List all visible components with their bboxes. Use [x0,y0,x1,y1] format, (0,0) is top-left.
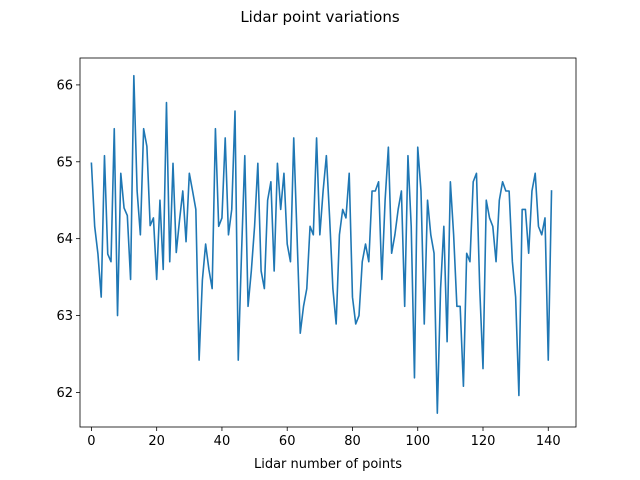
chart-title: Lidar point variations [240,8,400,26]
x-tick-label: 20 [148,434,165,449]
plot-area: 0 20 40 60 80 100 120 140 62 63 64 65 66 [56,57,577,449]
x-tick-label: 40 [214,434,231,449]
axes-frame [79,57,577,428]
y-tick-label: 64 [56,232,73,247]
y-tick-label: 66 [56,78,73,93]
series-line-0 [90,74,553,414]
x-tick-label: 0 [87,434,95,449]
x-axis-label: Lidar number of points [254,457,402,472]
x-tick-label: 120 [471,434,496,449]
x-tick-label: 80 [344,434,361,449]
y-tick-label: 65 [56,155,73,170]
x-tick-label: 100 [405,434,430,449]
y-tick-label: 62 [56,386,73,401]
x-tick-label: 140 [536,434,561,449]
x-tick-label: 60 [279,434,296,449]
y-tick-label: 63 [56,309,73,324]
